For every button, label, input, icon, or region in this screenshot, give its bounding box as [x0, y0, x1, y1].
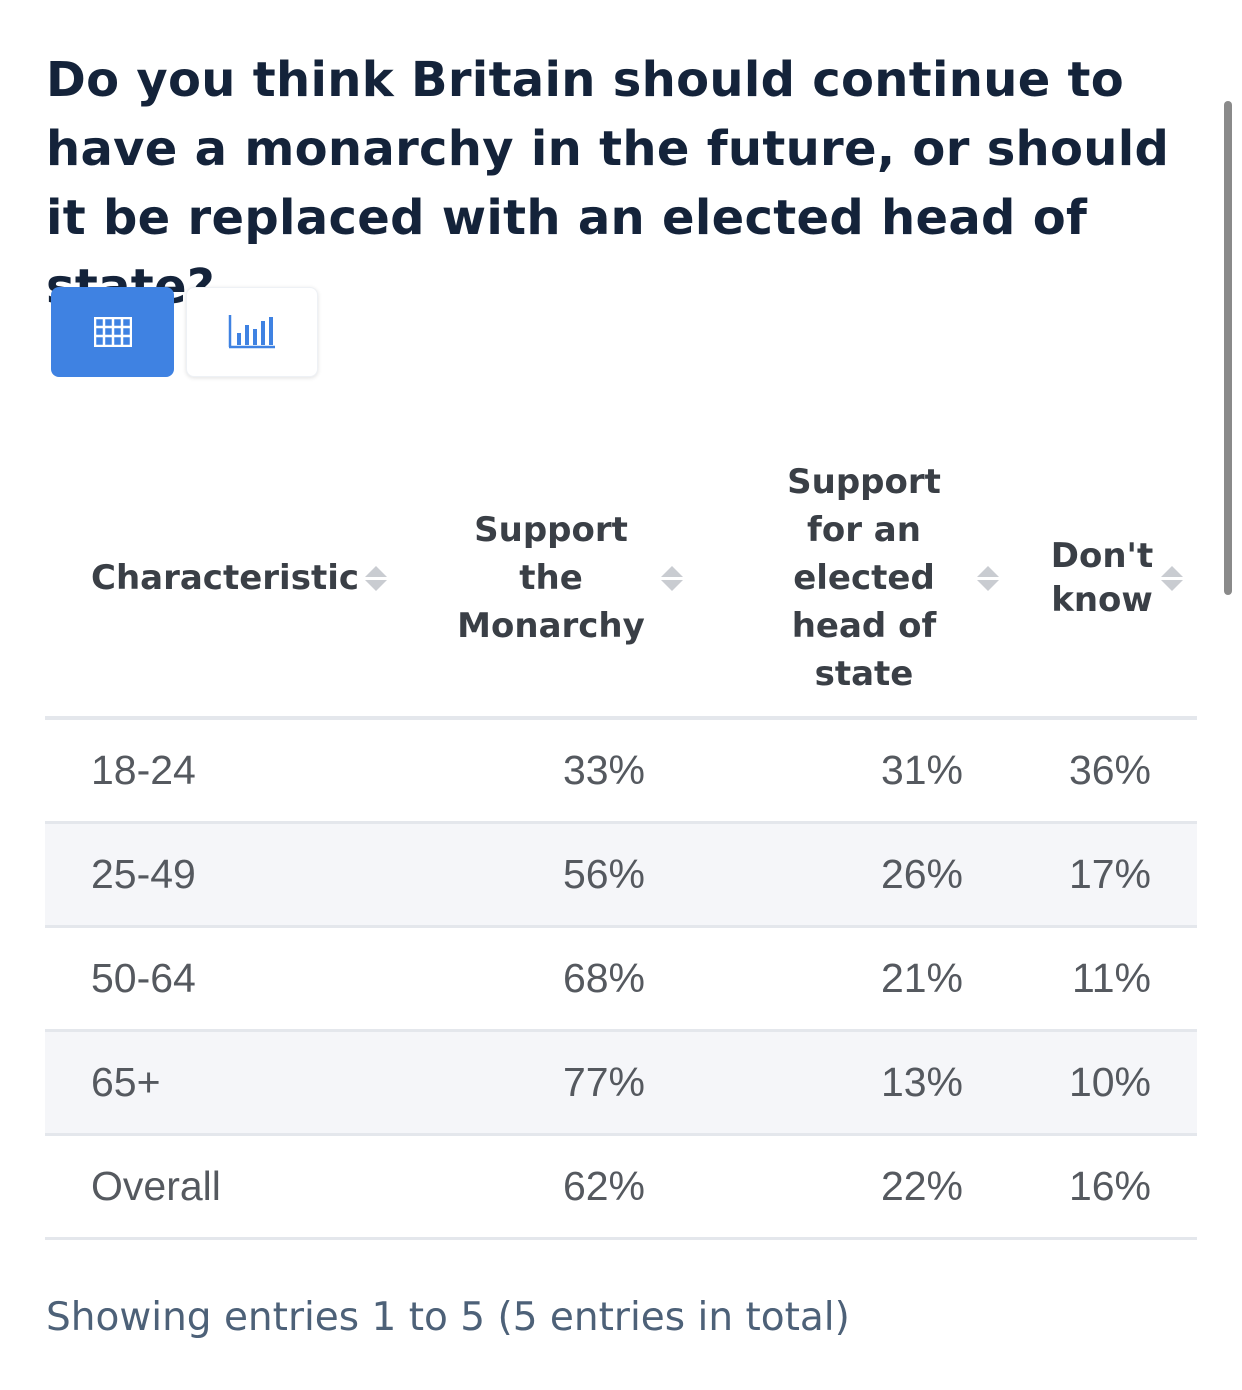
cell-dont-know: 36%: [1005, 718, 1197, 824]
cell-characteristic: 50-64: [45, 926, 397, 1032]
table-view-button[interactable]: [51, 287, 174, 377]
cell-support-elected: 22%: [691, 1134, 1005, 1240]
cell-support-elected: 13%: [691, 1030, 1005, 1136]
table-row: Overall 62% 22% 16%: [45, 1134, 1197, 1240]
cell-support-monarchy: 56%: [397, 822, 691, 928]
cell-characteristic: 25-49: [45, 822, 397, 928]
cell-dont-know: 10%: [1005, 1030, 1197, 1136]
cell-support-elected: 26%: [691, 822, 1005, 928]
table-row: 18-24 33% 31% 36%: [45, 718, 1197, 824]
table-row: 50-64 68% 21% 11%: [45, 926, 1197, 1032]
column-header-support-elected-head[interactable]: Support for an elected head of state: [691, 440, 1005, 720]
cell-dont-know: 16%: [1005, 1134, 1197, 1240]
bar-chart-icon: [228, 315, 275, 349]
cell-support-monarchy: 62%: [397, 1134, 691, 1240]
cell-characteristic: 65+: [45, 1030, 397, 1136]
entries-count-text: Showing entries 1 to 5 (5 entries in tot…: [46, 1295, 850, 1340]
cell-support-monarchy: 33%: [397, 718, 691, 824]
table-icon: [93, 317, 132, 347]
cell-support-monarchy: 77%: [397, 1030, 691, 1136]
sort-icon: [365, 565, 387, 591]
sort-icon: [1161, 565, 1183, 591]
cell-characteristic: 18-24: [45, 718, 397, 824]
column-header-dont-know[interactable]: Don't know: [1005, 440, 1197, 720]
cell-dont-know: 17%: [1005, 822, 1197, 928]
column-header-support-monarchy[interactable]: Support the Monarchy: [397, 440, 691, 720]
scrollbar[interactable]: [1224, 101, 1232, 595]
table-row: 65+ 77% 13% 10%: [45, 1030, 1197, 1136]
cell-support-elected: 31%: [691, 718, 1005, 824]
table-header-row: Characteristic Support the Monarchy Supp…: [45, 440, 1197, 720]
cell-support-monarchy: 68%: [397, 926, 691, 1032]
sort-icon: [661, 565, 683, 591]
view-toggle: [51, 287, 318, 377]
sort-icon: [977, 565, 999, 591]
cell-dont-know: 11%: [1005, 926, 1197, 1032]
page-title: Do you think Britain should continue to …: [46, 52, 1170, 315]
cell-support-elected: 21%: [691, 926, 1005, 1032]
chart-view-button[interactable]: [186, 287, 318, 377]
table-row: 25-49 56% 26% 17%: [45, 822, 1197, 928]
data-table: Characteristic Support the Monarchy Supp…: [45, 440, 1197, 1240]
column-header-characteristic[interactable]: Characteristic: [45, 440, 397, 720]
cell-characteristic: Overall: [45, 1134, 397, 1240]
